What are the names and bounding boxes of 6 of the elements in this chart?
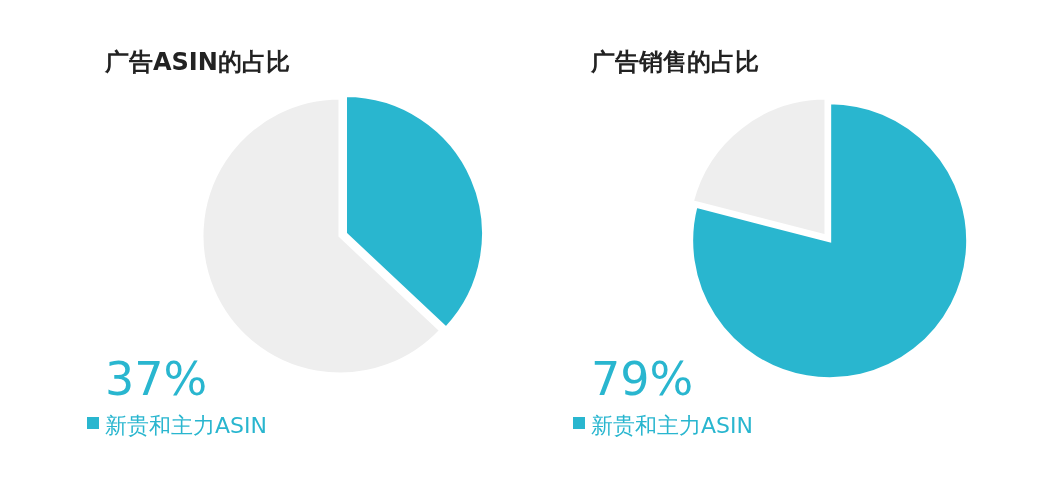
data-label: 79% [591, 352, 694, 406]
data-label: 37% [105, 352, 208, 406]
legend-label: 新贵和主力ASIN [591, 413, 753, 438]
legend-label: 新贵和主力ASIN [105, 413, 267, 438]
chart-title: 广告ASIN的占比 [104, 48, 290, 76]
chart-title: 广告销售的占比 [590, 48, 759, 76]
